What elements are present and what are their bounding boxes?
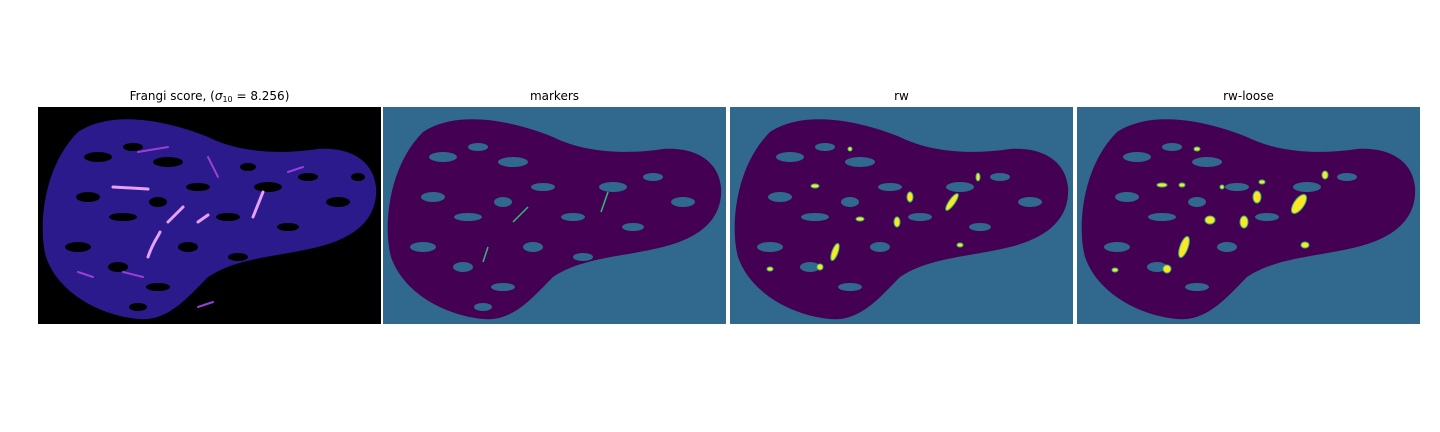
background-gaps: [757, 143, 1042, 291]
sigma-symbol: σ: [214, 89, 223, 103]
background-gaps: [1104, 143, 1357, 291]
marker-lines: [482, 191, 609, 263]
title-suffix: = 8.256): [232, 89, 290, 103]
title-prefix: Frangi score, (: [129, 89, 215, 103]
frangi-faint-vessels: [77, 146, 304, 308]
rw-image: [730, 107, 1073, 324]
rw-segments: [766, 146, 981, 272]
frangi-svg: [38, 107, 381, 324]
markers-panel-title: markers: [529, 89, 580, 103]
markers-svg: [383, 107, 726, 324]
sigma-subscript: 10: [222, 95, 233, 104]
rw-panel-title: rw: [894, 89, 909, 103]
rw-loose-image: [1077, 107, 1420, 324]
frangi-panel-title: Frangi score, (σ10 = 8.256): [38, 89, 381, 107]
background-gaps: [410, 143, 695, 311]
rw-svg: [730, 107, 1073, 324]
frangi-vessels: [111, 185, 265, 259]
vessel-gaps: [65, 143, 365, 311]
rw-loose-svg: [1077, 107, 1420, 324]
rw-loose-panel-title: rw-loose: [1223, 89, 1274, 103]
rw-loose-segments: [1111, 146, 1329, 274]
frangi-score-image: [38, 107, 381, 324]
markers-image: [383, 107, 726, 324]
